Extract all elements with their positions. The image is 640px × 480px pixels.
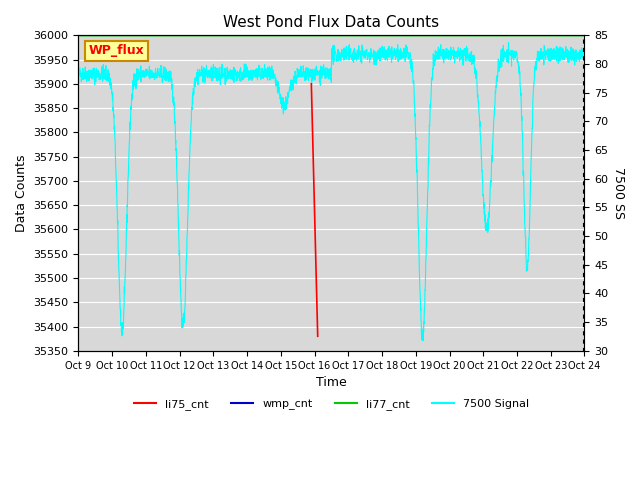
Text: WP_flux: WP_flux: [88, 44, 144, 57]
Legend: li75_cnt, wmp_cnt, li77_cnt, 7500 Signal: li75_cnt, wmp_cnt, li77_cnt, 7500 Signal: [129, 395, 533, 415]
X-axis label: Time: Time: [316, 376, 347, 389]
Y-axis label: Data Counts: Data Counts: [15, 155, 28, 232]
Title: West Pond Flux Data Counts: West Pond Flux Data Counts: [223, 15, 440, 30]
Y-axis label: 7500 SS: 7500 SS: [612, 167, 625, 219]
